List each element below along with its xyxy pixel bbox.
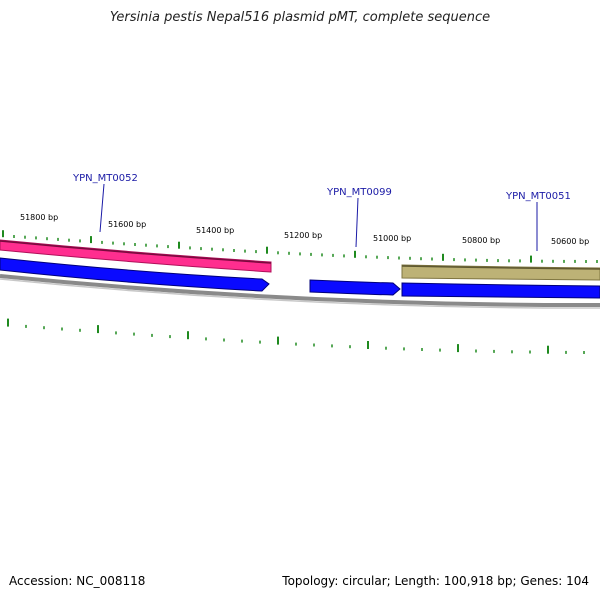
scale-labels: 51800 bp 51600 bp 51400 bp 51200 bp 5100… — [20, 213, 589, 246]
gene-label-connector — [355, 197, 359, 248]
map-title: Yersinia pestis Nepal516 plasmid pMT, co… — [109, 10, 491, 25]
scale-label-51400: 51400 bp — [196, 226, 234, 235]
gene-label-ypn-mt0099[interactable]: YPN_MT0099 — [326, 187, 392, 198]
scale-label-50800: 50800 bp — [462, 236, 500, 245]
pink-feature-highlight — [0, 240, 272, 264]
blue-feature-arc-1[interactable] — [0, 257, 270, 292]
topology-summary: Topology: circular; Length: 100,918 bp; … — [282, 574, 589, 588]
accession-label: Accession: NC_008118 — [9, 574, 146, 588]
scale-label-51800: 51800 bp — [20, 213, 58, 222]
scale-label-51600: 51600 bp — [108, 220, 146, 229]
backbone-arc — [0, 274, 600, 308]
scale-label-50600: 50600 bp — [551, 237, 589, 246]
gene-label-connector — [99, 183, 105, 233]
backbone-arc-shadow — [0, 278, 600, 309]
gene-label-ypn-mt0051[interactable]: YPN_MT0051 — [505, 191, 571, 202]
scale-label-51000: 51000 bp — [373, 234, 411, 243]
inner-tick-ring — [7, 318, 585, 354]
scale-label-51200: 51200 bp — [284, 231, 322, 240]
outer-tick-ring — [2, 230, 598, 263]
blue-feature-arc-2[interactable] — [309, 279, 401, 296]
gene-label-ypn-mt0052[interactable]: YPN_MT0052 — [72, 173, 138, 184]
gene-labels: YPN_MT0052 YPN_MT0099 YPN_MT0051 — [72, 173, 571, 251]
olive-feature-edge — [401, 265, 600, 270]
blue-feature-arc-3[interactable] — [401, 282, 600, 299]
